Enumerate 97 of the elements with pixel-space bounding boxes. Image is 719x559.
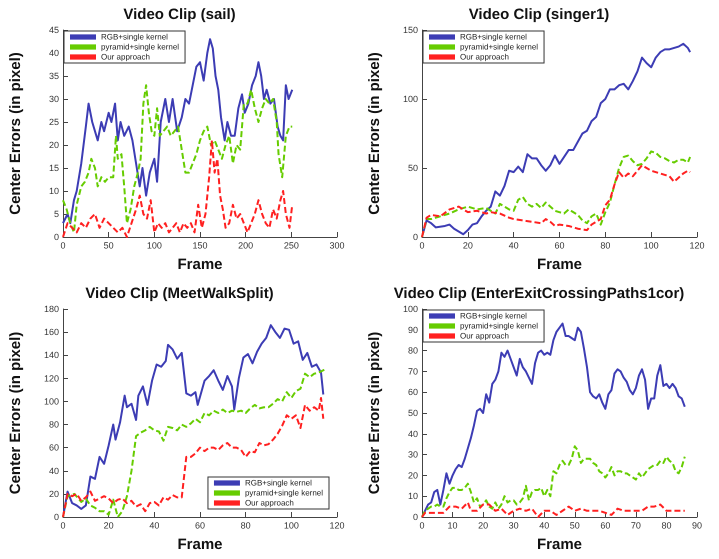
y-tick-label: 0 <box>54 232 59 242</box>
y-tick-label: 20 <box>48 488 59 499</box>
x-tick-label: 60 <box>554 240 565 250</box>
y-tick-label: 120 <box>44 373 59 384</box>
line-series <box>62 396 324 518</box>
line-series <box>421 164 692 238</box>
line-series <box>421 42 692 238</box>
y-tick-label: 80 <box>48 420 59 430</box>
y-tick-label: 0 <box>412 232 418 242</box>
line-series <box>62 84 294 234</box>
x-tick-label: 0 <box>419 520 425 530</box>
line-series <box>421 501 686 518</box>
x-tick-label: 60 <box>600 520 610 530</box>
y-tick-label: 40 <box>48 48 59 58</box>
y-axis-title: Center Errors (in pixel) <box>366 52 383 215</box>
y-tick-label: 100 <box>402 94 418 104</box>
x-tick-label: 100 <box>644 240 659 250</box>
y-axis-title: Center Errors (in pixel) <box>7 332 24 494</box>
y-tick-label: 100 <box>44 396 59 406</box>
x-tick-label: 30 <box>508 520 519 530</box>
chart-title: Video Clip (singer1) <box>468 6 610 23</box>
y-tick-label: 40 <box>48 466 59 476</box>
y-tick-label: 150 <box>402 25 418 35</box>
y-axis-title: Center Errors (in pixel) <box>366 332 383 494</box>
x-tick-label: 120 <box>329 520 345 530</box>
y-tick-label: 5 <box>54 209 59 219</box>
legend-label: RGB+single kernel <box>460 312 528 320</box>
y-tick-label: 140 <box>44 350 59 360</box>
line-series <box>421 445 686 518</box>
chart-title: Video Clip (sail) <box>123 6 236 23</box>
x-tick-label: 10 <box>448 520 458 530</box>
x-tick-label: 60 <box>194 520 206 530</box>
y-tick-label: 50 <box>408 163 418 173</box>
x-tick-label: 200 <box>238 240 254 250</box>
x-tick-label: 250 <box>284 240 299 250</box>
y-tick-label: 10 <box>408 491 418 502</box>
legend-label: pyramid+single kernel <box>101 42 180 52</box>
y-tick-label: 40 <box>408 428 418 439</box>
legend-label: pyramid+single kernel <box>244 488 324 498</box>
line-series <box>62 139 294 238</box>
x-axis-title: Frame <box>536 536 582 553</box>
legend-label: RGB+single kernel <box>101 32 168 42</box>
y-tick-label: 180 <box>44 304 59 314</box>
y-tick-label: 100 <box>402 304 418 314</box>
y-tick-label: 90 <box>408 324 418 335</box>
legend-label: pyramid+single kernel <box>460 42 538 52</box>
legend-label: RGB+single kernel <box>244 478 312 488</box>
y-tick-label: 0 <box>412 512 418 522</box>
x-tick-label: 300 <box>329 240 345 250</box>
x-tick-label: 80 <box>240 520 251 530</box>
y-tick-label: 80 <box>408 346 418 356</box>
y-tick-label: 50 <box>408 408 418 418</box>
y-tick-label: 20 <box>48 140 59 150</box>
x-tick-label: 40 <box>508 240 519 250</box>
legend-label: Our approach <box>460 332 509 340</box>
x-tick-label: 20 <box>104 520 114 530</box>
legend-label: Our approach <box>244 498 294 508</box>
chart-title: Video Clip (EnterExitCrossingPaths1cor) <box>394 285 684 302</box>
x-tick-label: 90 <box>692 520 702 530</box>
chart-title: Video Clip (MeetWalkSplit) <box>85 285 274 302</box>
x-tick-label: 20 <box>462 240 473 250</box>
x-axis-title: Frame <box>536 256 582 273</box>
x-axis-title: Frame <box>177 536 223 553</box>
x-tick-label: 80 <box>661 520 672 530</box>
y-axis-title: Center Errors (in pixel) <box>7 52 24 215</box>
y-tick-label: 70 <box>408 366 418 376</box>
x-tick-label: 100 <box>284 520 299 530</box>
x-tick-label: 100 <box>146 240 162 250</box>
y-tick-label: 160 <box>44 327 59 338</box>
y-tick-label: 20 <box>408 470 418 480</box>
x-tick-label: 150 <box>192 240 208 250</box>
y-tick-label: 35 <box>48 71 59 81</box>
x-tick-label: 80 <box>600 240 610 250</box>
y-tick-label: 25 <box>48 117 59 127</box>
x-tick-label: 70 <box>630 520 641 530</box>
legend-label: Our approach <box>101 52 150 62</box>
x-axis-title: Frame <box>177 256 223 273</box>
legend-label: pyramid+single kernel <box>460 322 538 330</box>
x-tick-label: 20 <box>478 520 488 530</box>
y-tick-label: 45 <box>48 25 59 35</box>
x-tick-label: 0 <box>419 240 425 250</box>
x-tick-label: 0 <box>60 240 66 250</box>
x-tick-label: 50 <box>570 520 580 530</box>
x-tick-label: 40 <box>539 520 550 530</box>
x-tick-label: 0 <box>60 520 66 530</box>
x-tick-label: 120 <box>689 240 705 250</box>
y-tick-label: 30 <box>48 94 59 104</box>
x-tick-label: 40 <box>149 520 160 530</box>
legend-label: RGB+single kernel <box>460 32 528 42</box>
y-tick-label: 10 <box>48 186 59 196</box>
y-tick-label: 0 <box>54 512 59 522</box>
y-tick-label: 15 <box>48 163 59 173</box>
x-tick-label: 50 <box>104 240 114 250</box>
y-tick-label: 60 <box>48 442 59 453</box>
y-tick-label: 30 <box>408 450 418 460</box>
legend-label: Our approach <box>460 52 509 62</box>
y-tick-label: 60 <box>408 387 418 398</box>
